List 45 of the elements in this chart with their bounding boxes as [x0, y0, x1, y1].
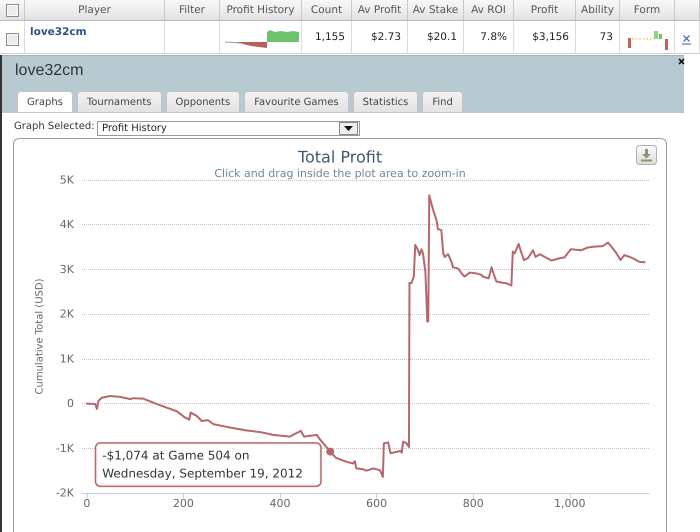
- text: 1,155: [314, 31, 345, 43]
- y-tick-label: 3K: [60, 262, 75, 276]
- text: 73: [600, 31, 613, 43]
- x-tick-label: 800: [462, 497, 484, 510]
- category-label: Profit History: [220, 0, 302, 21]
- x-tick-label: 400: [270, 497, 291, 510]
- category-label: Filter: [165, 0, 220, 21]
- chart-subtitle: Click and drag inside the plot area to zoom-in: [214, 167, 466, 180]
- category-label: Tournaments: [76, 91, 162, 112]
- category-label: Statistics: [352, 91, 418, 112]
- category-label: Profit: [514, 0, 576, 21]
- category-label: Find: [422, 91, 463, 112]
- y-tick-label: 1K: [60, 352, 75, 366]
- y-axis-title: Cumulative Total (USD): [34, 278, 46, 394]
- category-label: Opponents: [166, 91, 240, 112]
- x-tick-label: 1,000: [554, 497, 586, 510]
- category-label: Av Stake: [408, 0, 464, 21]
- category-label: Count: [302, 0, 352, 21]
- y-tick-label: 2K: [60, 308, 75, 321]
- category-label: Favourite Games: [244, 91, 349, 112]
- y-tick-label: 0: [67, 397, 74, 410]
- text: 7.8%: [480, 31, 507, 43]
- x-tick-label: 600: [366, 497, 388, 510]
- text: $20.1: [426, 31, 457, 43]
- text: Profit History: [102, 122, 167, 135]
- text: Graph Selected:: [14, 121, 95, 132]
- text: love32cm: [15, 62, 84, 80]
- y-tick-label: 4K: [60, 218, 75, 232]
- category-label: Form: [620, 0, 675, 21]
- y-tick-label: -1K: [56, 442, 75, 455]
- x-tick-label: 200: [172, 497, 194, 510]
- chart-title: Total Profit: [296, 148, 382, 166]
- category-label: Av ROI: [464, 0, 514, 21]
- x-tick-label: 0: [83, 497, 90, 510]
- category-label: Av Profit: [352, 0, 408, 21]
- category-label: Graphs: [17, 91, 73, 112]
- text: $3,156: [532, 31, 569, 43]
- category-label: Player: [25, 0, 165, 21]
- text: love32cm: [30, 26, 87, 38]
- y-tick-label: -2K: [56, 486, 75, 500]
- category-label: Ability: [576, 0, 620, 21]
- y-tick-label: 5K: [60, 174, 75, 186]
- annotation: -$1,074 at Game 504 on Wednesday, September 19, 2012: [102, 448, 303, 481]
- text: $2.73: [370, 31, 401, 43]
- line-series: [86, 194, 646, 478]
